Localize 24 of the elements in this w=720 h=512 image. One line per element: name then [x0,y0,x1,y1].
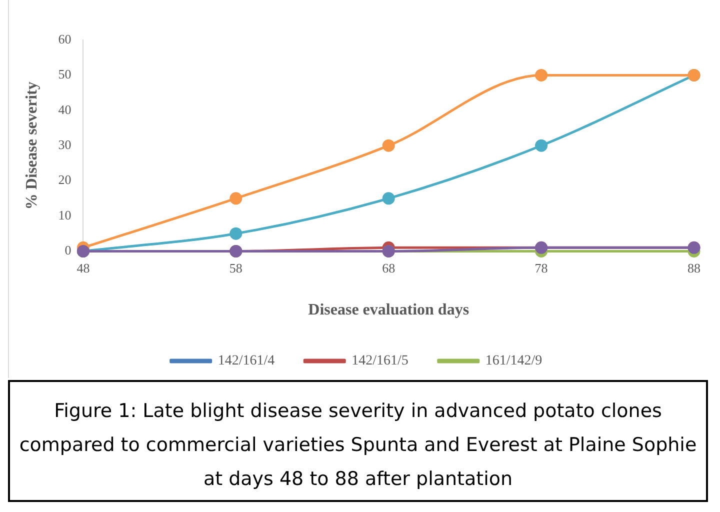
y-tick-label: 60 [58,31,72,46]
x-tick-label: 48 [76,260,90,276]
y-tick-label: 50 [58,66,72,82]
y-tick-label: 30 [58,137,72,152]
y-tick-label: 40 [58,102,72,117]
point [230,192,242,205]
y-axis-title: % Disease severity [24,82,41,210]
x-tick-label: 58 [229,260,242,276]
legend-label: 142/161/5 [352,354,408,369]
y-tick-label: 10 [58,207,72,222]
x-tick-label: 88 [688,260,700,276]
point [535,139,548,152]
x-axis-title: Disease evaluation days [308,302,470,319]
point [382,139,395,152]
y-tick-label: 0 [64,242,72,258]
point [382,192,395,205]
legend-label: 142/161/4 [218,354,275,369]
point [535,68,548,82]
y-tick-label: 20 [58,172,72,188]
legend-label: 161/142/9 [485,354,542,369]
x-tick-label: 68 [382,260,396,276]
caption: Figure 1: Late blight disease severity in advanced potato clones compared to commercial varieties Spunta and Everest at Plaine Sophie at days 48 to 88 after plantation [8,380,708,502]
point [230,227,242,240]
x-tick-label: 78 [534,260,548,276]
